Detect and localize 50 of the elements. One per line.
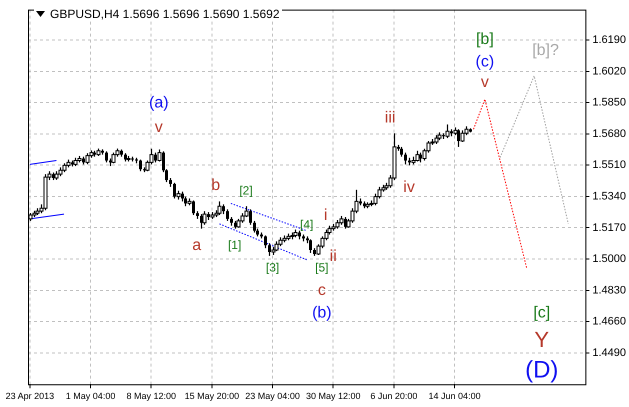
- annotation: ii: [330, 248, 337, 266]
- y-tick-label: 1.6020: [592, 65, 626, 78]
- annotation: [1]: [228, 238, 242, 252]
- annotation: (a): [149, 94, 169, 112]
- x-tick-label: 8 May 12:00: [126, 391, 176, 402]
- x-tick-label: 14 Jun 04:00: [428, 391, 481, 402]
- x-tick-label: 23 Apr 2013: [6, 391, 54, 402]
- annotation: (D): [525, 356, 558, 384]
- y-tick-label: 1.5850: [592, 96, 626, 109]
- y-tick-label: 1.5680: [592, 128, 626, 140]
- annotation: Y: [534, 327, 550, 352]
- annotation: (c): [476, 53, 494, 70]
- annotation: v: [480, 74, 489, 92]
- candlestick: [404, 152, 407, 166]
- candlestick: [139, 159, 142, 172]
- x-tick-label: 6 Jun 20:00: [370, 391, 418, 402]
- annotation: iii: [384, 110, 396, 127]
- annotation: a: [192, 237, 202, 254]
- annotation: [b]: [476, 30, 494, 48]
- annotation: [b]?: [532, 42, 559, 60]
- chart-title: GBPUSD,H4 1.5696 1.5696 1.5690 1.5692: [50, 7, 280, 21]
- candlestick: [309, 238, 312, 254]
- candlestick: [253, 220, 256, 234]
- annotation: iv: [403, 178, 415, 196]
- candlestick: [400, 146, 403, 158]
- candlestick: [226, 208, 229, 222]
- y-tick-label: 1.5510: [592, 159, 626, 172]
- annotation: i: [324, 207, 328, 224]
- y-tick-label: 1.5340: [592, 190, 626, 202]
- annotation: v: [154, 119, 163, 136]
- annotation: [c]: [533, 304, 550, 322]
- x-tick-label: 23 May 04:00: [245, 391, 300, 402]
- y-tick-label: 1.6190: [592, 34, 626, 46]
- annotation: c: [318, 282, 326, 299]
- y-tick-label: 1.4660: [592, 316, 626, 328]
- annotation: b: [211, 177, 220, 194]
- annotation: [4]: [300, 217, 314, 232]
- x-tick-label: 15 May 20:00: [184, 391, 240, 402]
- annotation: [5]: [315, 260, 329, 274]
- y-tick-label: 1.5000: [592, 253, 626, 266]
- x-tick-label: 30 May 12:00: [306, 391, 360, 402]
- y-tick-label: 1.4490: [592, 346, 626, 359]
- candlestick: [264, 234, 267, 249]
- candlestick: [105, 150, 108, 163]
- y-tick-label: 1.5170: [592, 222, 626, 234]
- annotation: (b): [312, 304, 332, 322]
- y-tick-label: 1.4830: [592, 284, 626, 296]
- annotation: [2]: [239, 184, 253, 198]
- x-tick-label: 1 May 04:00: [66, 391, 116, 402]
- annotation: [3]: [266, 260, 280, 274]
